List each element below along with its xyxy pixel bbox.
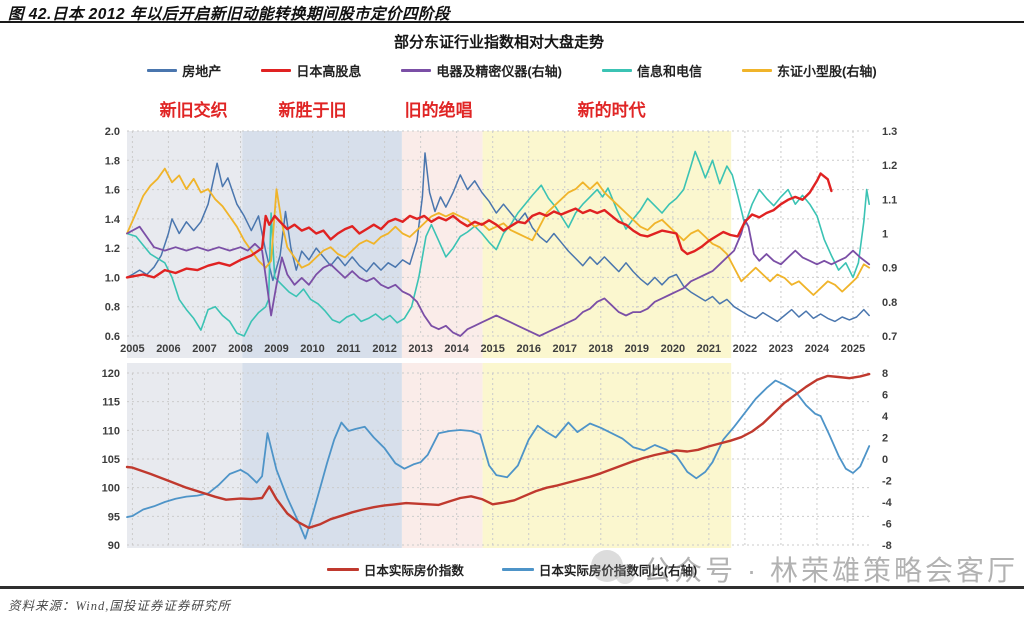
svg-text:2: 2 bbox=[882, 433, 888, 445]
svg-text:2021: 2021 bbox=[697, 343, 721, 355]
svg-text:2005: 2005 bbox=[120, 343, 144, 355]
legend-item-real-estate: 房地产 bbox=[147, 61, 221, 80]
svg-text:2025: 2025 bbox=[841, 343, 865, 355]
svg-text:-4: -4 bbox=[882, 497, 893, 509]
svg-text:-6: -6 bbox=[882, 519, 892, 531]
line-swatch bbox=[501, 568, 534, 571]
svg-text:1.1: 1.1 bbox=[882, 194, 897, 206]
svg-text:2022: 2022 bbox=[733, 343, 757, 355]
legend-item-info-telecom: 信息和电信 bbox=[602, 61, 702, 80]
svg-text:-2: -2 bbox=[882, 476, 892, 488]
line-swatch bbox=[742, 69, 773, 72]
svg-text:2009: 2009 bbox=[264, 343, 288, 355]
svg-text:1.0: 1.0 bbox=[105, 272, 120, 284]
svg-text:2008: 2008 bbox=[228, 343, 252, 355]
svg-text:0.6: 0.6 bbox=[105, 331, 120, 343]
svg-text:110: 110 bbox=[102, 425, 120, 437]
svg-text:2019: 2019 bbox=[625, 343, 649, 355]
svg-text:0.9: 0.9 bbox=[882, 263, 897, 275]
svg-text:100: 100 bbox=[102, 483, 120, 495]
svg-text:115: 115 bbox=[102, 397, 120, 409]
svg-text:0: 0 bbox=[882, 454, 888, 466]
top-chart-legend: 房地产 日本高股息 电器及精密仪器(右轴) 信息和电信 东证小型股(右轴) bbox=[0, 61, 1024, 80]
svg-text:2013: 2013 bbox=[408, 343, 432, 355]
svg-text:1.3: 1.3 bbox=[882, 126, 897, 138]
svg-text:2018: 2018 bbox=[589, 343, 613, 355]
line-swatch bbox=[401, 69, 432, 72]
svg-text:1.2: 1.2 bbox=[105, 243, 120, 255]
svg-text:2012: 2012 bbox=[372, 343, 396, 355]
legend-item-small-caps: 东证小型股(右轴) bbox=[742, 61, 877, 80]
svg-text:2.0: 2.0 bbox=[105, 126, 120, 138]
topix-sector-relative-chart: 2005 2006 2007 2008 2009 2010 2011 2012 2013 2014… bbox=[105, 126, 897, 358]
svg-text:1.2: 1.2 bbox=[882, 160, 897, 172]
legend-item-high-dividend: 日本高股息 bbox=[261, 61, 361, 80]
svg-text:1.4: 1.4 bbox=[105, 214, 121, 226]
line-swatch bbox=[602, 69, 632, 72]
svg-text:8: 8 bbox=[882, 368, 888, 380]
phase-label-2: 新胜于旧 bbox=[278, 101, 347, 120]
phase-label-1: 新旧交织 bbox=[159, 101, 228, 120]
svg-text:6: 6 bbox=[882, 390, 888, 402]
line-swatch bbox=[326, 568, 359, 571]
legend-item-house-price-index: 日本实际房价指数 bbox=[326, 560, 464, 579]
svg-text:1: 1 bbox=[882, 229, 888, 241]
svg-text:120: 120 bbox=[102, 368, 120, 380]
svg-text:2015: 2015 bbox=[480, 343, 504, 355]
svg-text:95: 95 bbox=[108, 511, 120, 523]
svg-text:2006: 2006 bbox=[156, 343, 180, 355]
svg-text:105: 105 bbox=[102, 454, 120, 466]
svg-text:1.8: 1.8 bbox=[105, 155, 120, 167]
phase-label-4: 新的时代 bbox=[577, 101, 646, 120]
svg-text:2016: 2016 bbox=[516, 343, 540, 355]
svg-text:2024: 2024 bbox=[805, 343, 830, 355]
svg-text:0.8: 0.8 bbox=[882, 297, 897, 309]
phase-label-3: 旧的绝唱 bbox=[404, 101, 473, 120]
svg-text:0.7: 0.7 bbox=[882, 331, 897, 343]
svg-text:90: 90 bbox=[108, 540, 120, 552]
svg-text:2020: 2020 bbox=[661, 343, 685, 355]
bottom-chart-legend: 日本实际房价指数 日本实际房价指数同比(右轴) bbox=[0, 560, 1024, 579]
svg-text:2011: 2011 bbox=[337, 343, 361, 355]
title-divider bbox=[0, 21, 1024, 23]
figure-title: 图 42.日本 2012 年以后开启新旧动能转换期间股市定价四阶段 bbox=[8, 6, 450, 23]
svg-text:2014: 2014 bbox=[444, 343, 469, 355]
legend-item-house-price-yoy: 日本实际房价指数同比(右轴) bbox=[501, 560, 697, 579]
line-swatch bbox=[147, 69, 178, 72]
svg-text:1.6: 1.6 bbox=[105, 185, 120, 197]
svg-text:0.8: 0.8 bbox=[105, 302, 120, 314]
svg-text:2007: 2007 bbox=[192, 343, 216, 355]
legend-item-electronics: 电器及精密仪器(右轴) bbox=[401, 61, 562, 80]
svg-text:2023: 2023 bbox=[769, 343, 793, 355]
svg-text:4: 4 bbox=[882, 411, 889, 423]
svg-text:2017: 2017 bbox=[553, 343, 577, 355]
svg-text:-8: -8 bbox=[882, 540, 892, 552]
footer-divider bbox=[0, 586, 1024, 589]
svg-text:2010: 2010 bbox=[300, 343, 324, 355]
chart-title: 部分东证行业指数相对大盘走势 bbox=[393, 34, 604, 51]
house-price-chart: 120 115 110 105 100 95 90 8 6 4 2 0 -2 -4 -6 -8 bbox=[102, 363, 893, 552]
line-swatch bbox=[261, 69, 292, 72]
source-note: 资料来源：Wind,国投证券证券研究所 bbox=[8, 599, 231, 613]
